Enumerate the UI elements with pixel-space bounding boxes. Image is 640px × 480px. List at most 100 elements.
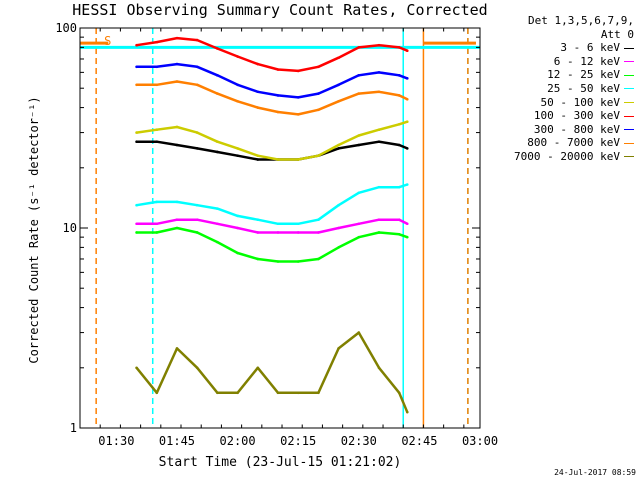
legend-label: 800 - 7000 keV <box>527 136 620 150</box>
series-1-point-1 <box>155 222 159 226</box>
series-7-point-4 <box>216 92 219 95</box>
legend-swatch <box>624 47 634 49</box>
series-2-point-10 <box>337 246 340 249</box>
series-7-point-7 <box>276 110 280 114</box>
x-tick-label: 01:45 <box>159 434 195 448</box>
legend-label: 3 - 6 keV <box>560 41 620 55</box>
series-7-point-9 <box>317 108 320 112</box>
series-4-point-10 <box>337 143 340 147</box>
series-6-point-12 <box>377 71 381 74</box>
legend-header-line-2: Att 0 <box>600 27 634 41</box>
series-5-point-4 <box>216 47 219 50</box>
legend-swatch <box>624 156 634 158</box>
series-5-point-6 <box>256 62 260 66</box>
series-5-point-2 <box>175 36 179 40</box>
series-4-point-5 <box>236 147 239 150</box>
reference-lines <box>80 28 480 428</box>
series-6-point-0 <box>135 65 138 69</box>
legend-swatch <box>624 88 634 90</box>
series-line-8 <box>135 331 409 413</box>
series-2-point-14 <box>405 235 409 239</box>
series-line-3 <box>136 183 408 226</box>
series-1-point-10 <box>337 226 340 230</box>
series-6-point-9 <box>317 92 320 95</box>
series-7-point-0 <box>135 83 138 87</box>
series-1-point-9 <box>317 231 320 234</box>
series-3-point-6 <box>256 218 260 222</box>
series-2-point-12 <box>377 231 381 234</box>
series-2-point-0 <box>135 231 138 234</box>
series-8-point-12 <box>377 366 381 370</box>
series-3-point-2 <box>175 200 179 204</box>
series-1-point-2 <box>175 218 179 222</box>
series-3-point-10 <box>337 203 340 207</box>
series-4-point-13 <box>397 122 401 126</box>
series-2-point-6 <box>256 257 260 261</box>
legend: Det 1,3,5,6,7,9, Att 0 3 - 6 keV 6 - 12 k… <box>514 14 634 164</box>
x-axis-label: Start Time (23-Jul-15 01:21:02) <box>158 455 402 470</box>
series-7-point-12 <box>377 90 381 94</box>
series-6-point-3 <box>195 65 199 69</box>
series-3-point-5 <box>236 214 239 218</box>
x-tick-label: 02:00 <box>220 434 256 448</box>
series-2-point-3 <box>195 231 199 234</box>
series-5-point-13 <box>397 46 401 49</box>
series-8-point-6 <box>256 366 260 370</box>
series-4-point-0 <box>135 131 138 134</box>
series-6-point-6 <box>256 90 260 94</box>
y-tick-label: 1 <box>70 421 77 435</box>
series-6-point-13 <box>397 74 401 77</box>
series-4-point-8 <box>296 158 300 161</box>
series-8-point-3 <box>195 366 199 370</box>
series-7-point-1 <box>155 83 159 87</box>
series-0-point-5 <box>236 154 239 157</box>
legend-label: 25 - 50 keV <box>547 81 620 95</box>
legend-item: 25 - 50 keV <box>514 82 634 96</box>
series-7-point-5 <box>236 100 239 103</box>
series-2-point-13 <box>397 233 401 236</box>
series-0-point-11 <box>357 143 361 147</box>
series-1-point-13 <box>397 218 401 222</box>
x-tick-label: 02:15 <box>280 434 316 448</box>
series-1-point-11 <box>357 222 361 226</box>
series-3-point-11 <box>357 191 361 195</box>
legend-swatch <box>624 102 634 104</box>
y-tick-label: 10 <box>63 221 77 235</box>
legend-swatch <box>624 115 634 117</box>
series-8-point-2 <box>175 347 179 350</box>
series-3-point-4 <box>216 207 219 210</box>
series-8-point-11 <box>357 331 361 334</box>
x-tick-label: 02:45 <box>401 434 437 448</box>
series-6-point-2 <box>175 62 179 66</box>
series-6-point-5 <box>236 83 239 87</box>
x-tick-label: 03:00 <box>462 434 498 448</box>
legend-header-line-1: Det 1,3,5,6,7,9, <box>528 14 634 27</box>
legend-swatch <box>624 142 634 144</box>
series-7-point-6 <box>256 106 260 109</box>
series-line-7 <box>136 80 408 116</box>
series-5-point-5 <box>236 55 239 58</box>
legend-swatch <box>624 74 634 76</box>
series-1-point-5 <box>236 226 239 230</box>
series-5-point-12 <box>377 43 381 47</box>
series-6-point-10 <box>337 83 340 87</box>
series-2-point-2 <box>175 226 179 230</box>
series-8-point-5 <box>236 391 239 395</box>
legend-label: 12 - 25 keV <box>547 68 620 82</box>
series-7-point-3 <box>195 83 199 87</box>
series-2-point-8 <box>296 260 300 263</box>
series-0-point-13 <box>397 143 401 147</box>
series-8-point-14 <box>405 410 409 414</box>
series-7-point-11 <box>357 92 361 95</box>
series-8-point-8 <box>296 391 300 395</box>
series-1-point-3 <box>195 218 199 222</box>
legend-item: 800 - 7000 keV <box>514 136 634 150</box>
series-6-point-14 <box>405 77 409 80</box>
series-4-point-2 <box>175 125 179 129</box>
series-0-point-6 <box>256 158 260 161</box>
legend-label: 300 - 800 keV <box>533 122 620 136</box>
series-5-point-3 <box>195 38 199 42</box>
series-3-point-8 <box>296 222 300 226</box>
series-1-point-4 <box>216 222 219 226</box>
